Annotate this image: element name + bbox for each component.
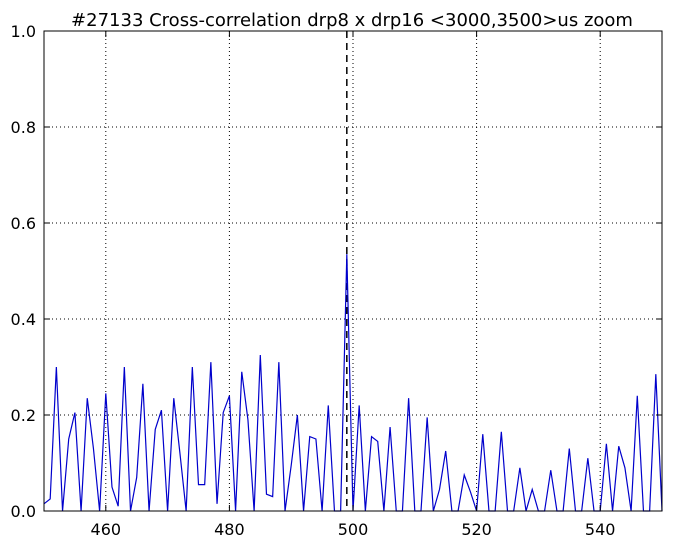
y-tick-label-0: 0.0 <box>11 502 36 521</box>
data-series <box>43 254 663 512</box>
x-tick-label-2: 500 <box>338 520 369 539</box>
y-tick-label-2: 0.4 <box>11 310 36 329</box>
y-axis: 0.0 0.2 0.4 0.6 0.8 1.0 <box>11 22 662 521</box>
x-tick-label-3: 520 <box>461 520 492 539</box>
x-tick-label-4: 540 <box>585 520 616 539</box>
y-tick-label-5: 1.0 <box>11 22 36 41</box>
x-tick-label-1: 480 <box>214 520 245 539</box>
grid-lines <box>44 30 662 512</box>
y-tick-label-4: 0.8 <box>11 118 36 137</box>
chart-title: #27133 Cross-correlation drp8 x drp16 <3… <box>71 10 633 31</box>
x-axis: 460 480 500 520 540 <box>91 31 616 539</box>
series-line-0 <box>43 254 663 512</box>
y-tick-label-1: 0.2 <box>11 406 36 425</box>
y-tick-label-3: 0.6 <box>11 214 36 233</box>
x-tick-label-0: 460 <box>91 520 122 539</box>
